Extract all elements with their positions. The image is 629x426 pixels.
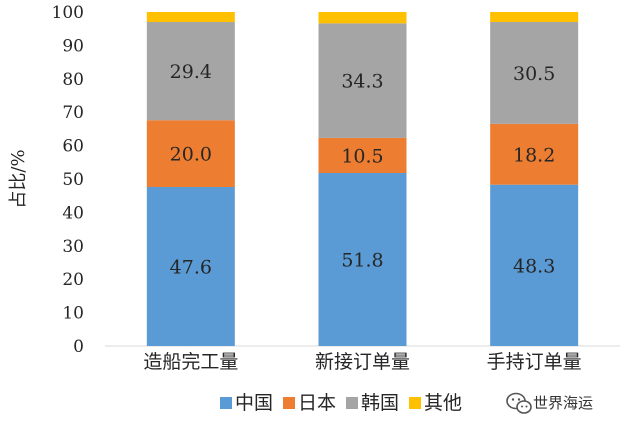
bar-segment — [318, 172, 407, 346]
legend: 中国 日本 韩国 其他 — [220, 392, 462, 414]
bar-segment — [318, 23, 407, 138]
y-tick-label: 30 — [62, 237, 84, 257]
data-label: 18.2 — [513, 144, 555, 166]
watermark-text: 世界海运 — [533, 394, 593, 412]
x-tick-label: 手持订单量 — [487, 351, 582, 373]
y-tick-label: 40 — [62, 203, 84, 223]
x-tick-label: 新接订单量 — [315, 351, 410, 373]
bar-segment — [318, 137, 407, 173]
legend-label: 其他 — [424, 392, 462, 414]
y-tick-label: 20 — [62, 270, 84, 290]
data-label: 20.0 — [170, 144, 212, 166]
data-label: 34.3 — [341, 71, 383, 93]
data-label: 30.5 — [513, 63, 555, 85]
legend-label: 日本 — [298, 392, 336, 414]
legend-swatch — [409, 397, 421, 409]
watermark: 世界海运 — [506, 392, 593, 414]
y-tick-label: 60 — [62, 137, 84, 157]
data-labels: 47.6 20.0 29.4 51.8 10.5 34.3 48.3 18.2 30.5 — [170, 61, 556, 278]
y-tick-label: 50 — [62, 170, 84, 190]
x-tick-label: 造船完工量 — [143, 351, 238, 373]
y-tick-label: 100 — [52, 3, 84, 23]
data-label: 47.6 — [170, 257, 212, 279]
legend-label: 韩国 — [361, 392, 399, 414]
y-tick-label: 10 — [62, 304, 84, 324]
bars — [146, 12, 579, 346]
bar-segment — [490, 123, 579, 185]
y-tick-label: 70 — [62, 103, 84, 123]
data-label: 51.8 — [341, 249, 383, 271]
y-tick-label: 0 — [73, 337, 84, 357]
legend-swatch — [283, 397, 295, 409]
data-label: 29.4 — [170, 61, 212, 83]
bar-segment — [490, 22, 579, 124]
y-axis-label: 占比/% — [8, 149, 29, 208]
bar-segment — [146, 22, 235, 121]
bar-segment — [490, 12, 579, 23]
bar-segment — [146, 120, 235, 188]
data-label: 10.5 — [341, 145, 383, 167]
bar-segment — [146, 12, 235, 23]
data-label: 48.3 — [513, 255, 555, 277]
wechat-icon — [506, 392, 532, 414]
y-tick-label: 90 — [62, 36, 84, 56]
bar-segment — [146, 187, 235, 346]
y-tick-label: 80 — [62, 70, 84, 90]
legend-swatch — [220, 397, 232, 409]
bar-segment — [490, 184, 579, 346]
legend-swatch — [346, 397, 358, 409]
bar-segment — [318, 12, 407, 24]
legend-label: 中国 — [235, 392, 273, 414]
